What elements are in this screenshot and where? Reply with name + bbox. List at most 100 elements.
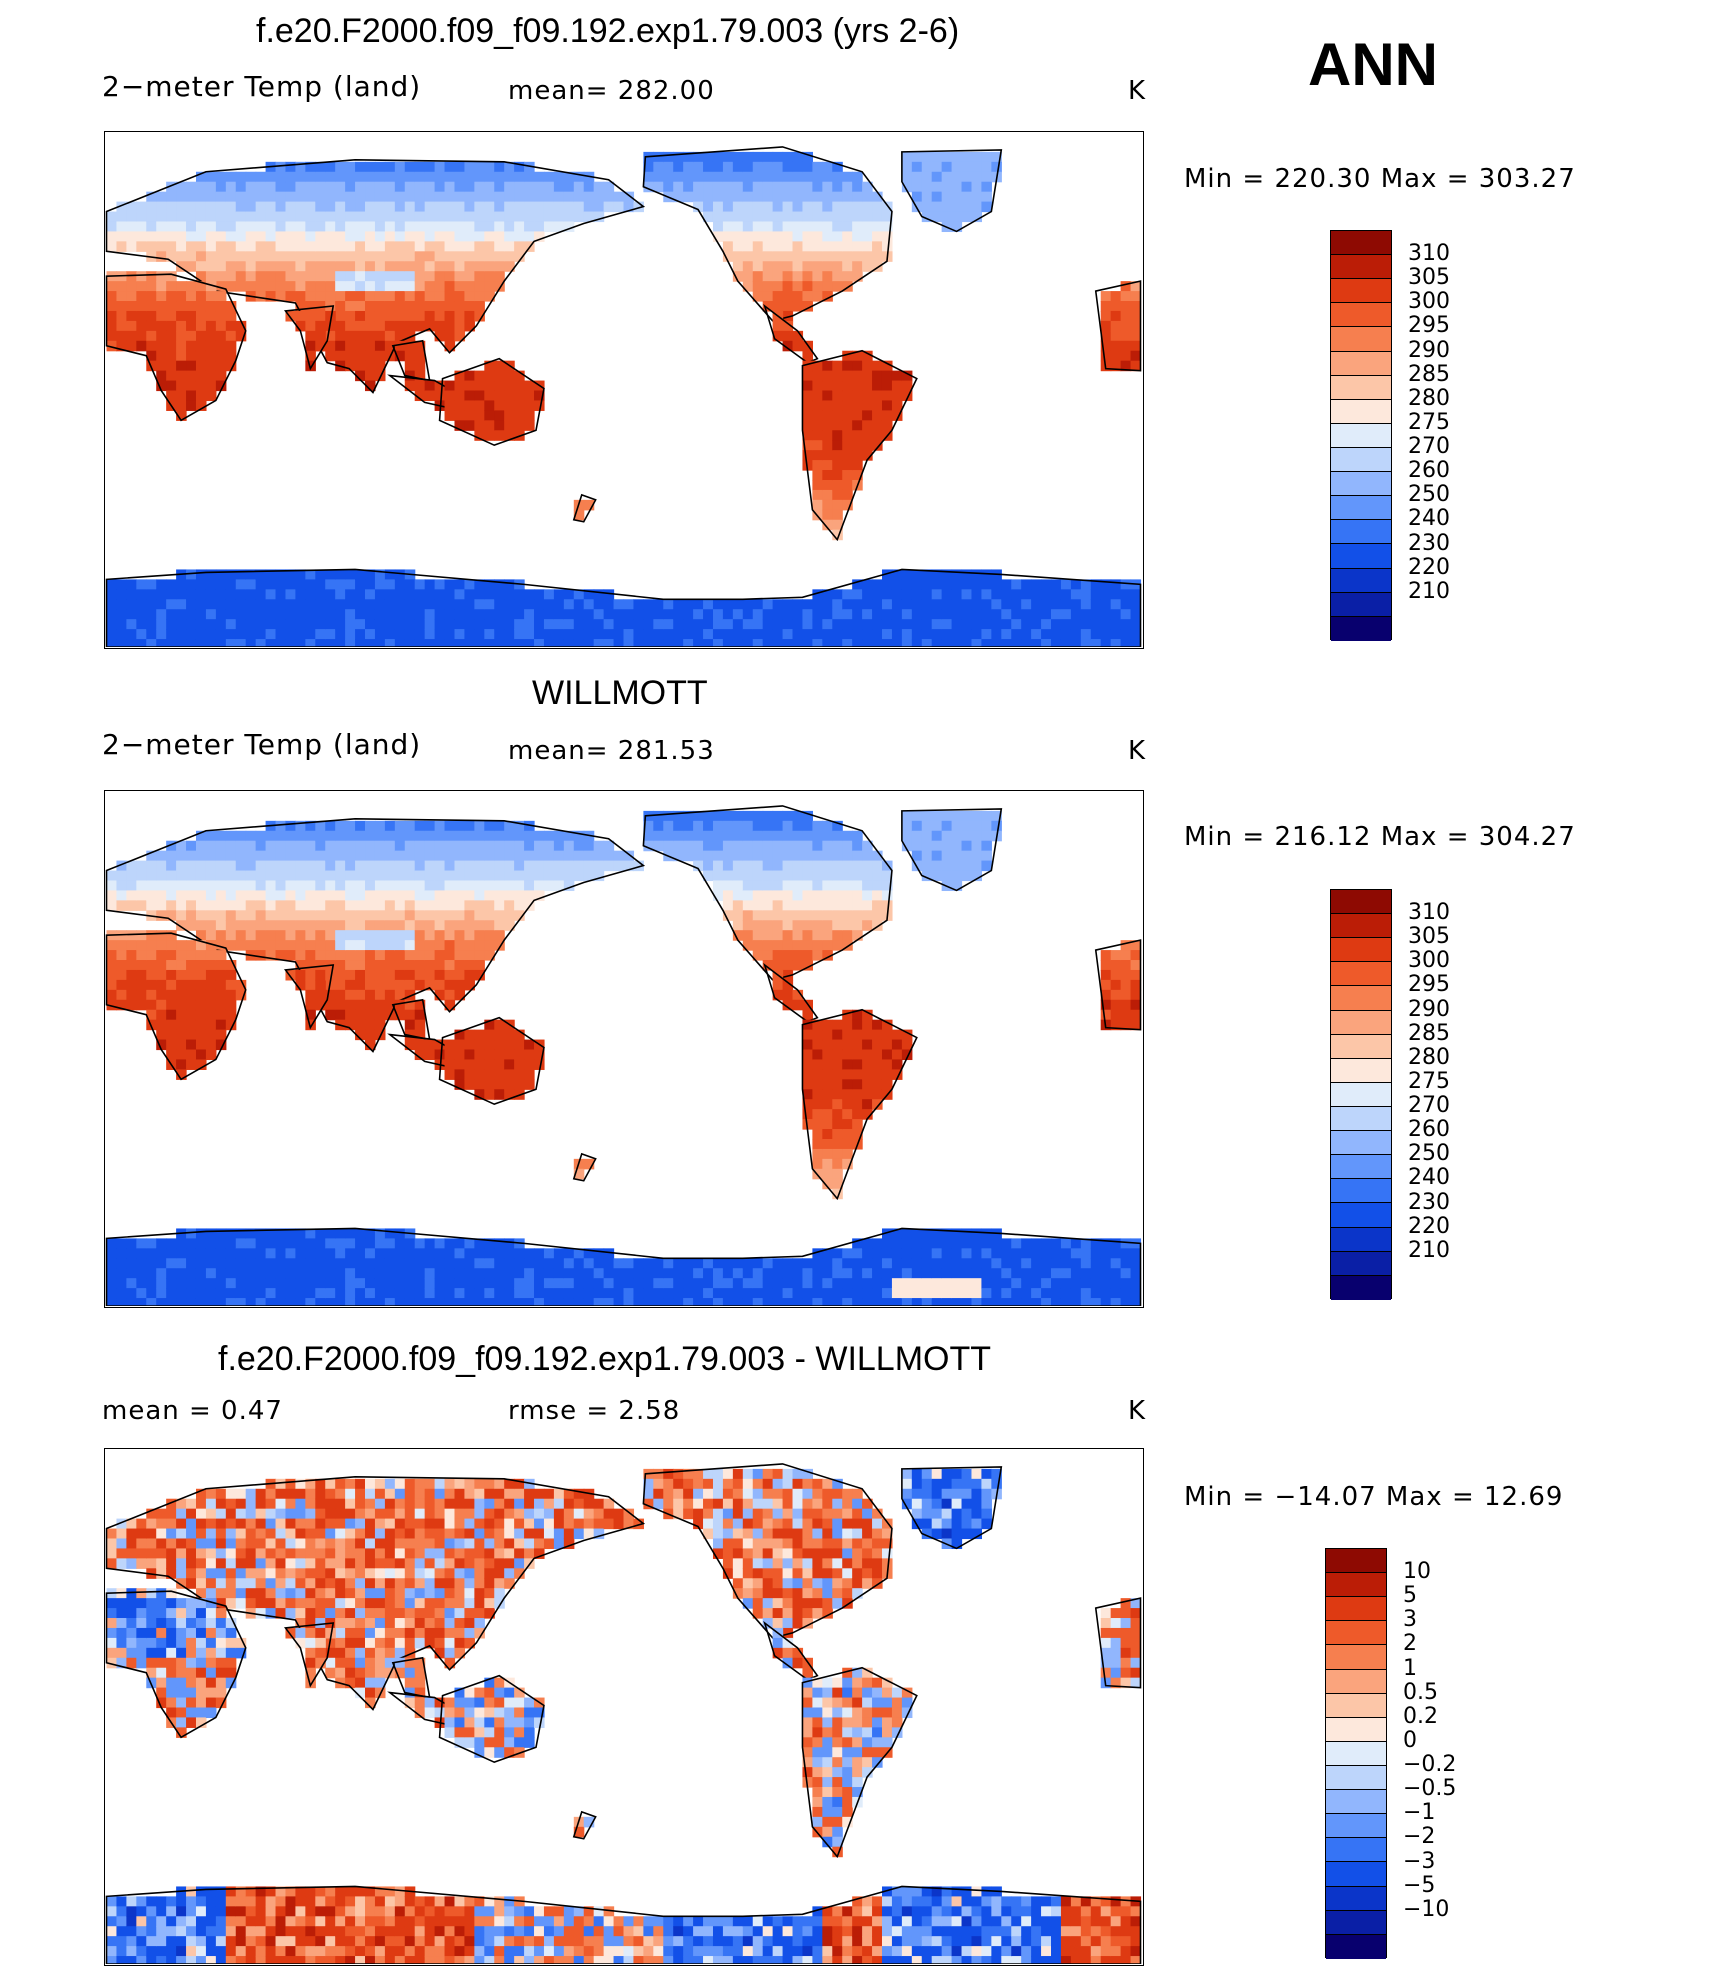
colorbar-swatch xyxy=(1326,1790,1386,1815)
coastline-antarctica xyxy=(105,568,1142,647)
colorbar-label: 305 xyxy=(1408,265,1450,291)
land-antarctica xyxy=(105,1227,1142,1306)
land-australia xyxy=(438,357,545,447)
colorbar-label: −10 xyxy=(1403,1896,1450,1922)
colorbar-swatch xyxy=(1331,327,1391,352)
coastline-namerica xyxy=(642,146,893,322)
land-eurasia xyxy=(105,1476,646,1711)
colorbar-swatch xyxy=(1326,1597,1386,1622)
panel-3-map-svg xyxy=(105,1463,1142,1964)
colorbar-label: 240 xyxy=(1408,1165,1450,1191)
coastline-australia xyxy=(438,357,545,447)
colorbar-label: 210 xyxy=(1408,578,1450,604)
coastline-india xyxy=(283,305,335,371)
colorbar-swatch xyxy=(1331,568,1391,593)
colorbar-label: 300 xyxy=(1408,948,1450,974)
coastline-eurasia xyxy=(105,159,646,394)
colorbar-label: 0.2 xyxy=(1403,1703,1438,1729)
colorbar-swatch xyxy=(1326,1838,1386,1863)
colorbar-swatch xyxy=(1326,1862,1386,1887)
panel-2-title: WILLMOTT xyxy=(532,674,708,712)
colorbar-swatch xyxy=(1326,1693,1386,1718)
land-samerica xyxy=(801,1666,918,1859)
land-greenland xyxy=(901,149,1003,233)
coastline-greenland xyxy=(901,808,1003,892)
colorbar-label: 0 xyxy=(1403,1727,1417,1753)
coastline-india xyxy=(283,964,335,1030)
land-africa xyxy=(105,930,247,1081)
colorbar-swatch xyxy=(1326,1669,1386,1694)
colorbar-label: 270 xyxy=(1408,1093,1450,1119)
coastline-africa xyxy=(105,1590,247,1739)
colorbar-label: 285 xyxy=(1408,361,1450,387)
coastline-westafrica xyxy=(1094,280,1142,372)
colorbar-label: 210 xyxy=(1408,1237,1450,1263)
land-westafrica xyxy=(1094,939,1142,1031)
coastline-namerica xyxy=(642,1463,893,1639)
panel-2-minmax: Min = 216.12 Max = 304.27 xyxy=(1184,822,1576,852)
colorbar-swatch xyxy=(1331,375,1391,400)
colorbar-label: 230 xyxy=(1408,530,1450,556)
colorbar-swatch xyxy=(1331,592,1391,617)
colorbar-label: 290 xyxy=(1408,337,1450,363)
colorbar-swatch xyxy=(1326,1765,1386,1791)
season-label: ANN xyxy=(1308,31,1438,98)
panel-1-map xyxy=(104,131,1144,649)
panel-2-map-svg xyxy=(105,805,1142,1306)
colorbar-swatch xyxy=(1331,1131,1391,1156)
land-namerica xyxy=(642,805,893,981)
panel-1-title: f.e20.F2000.f09_f09.192.exp1.79.003 (yrs… xyxy=(256,12,960,50)
panel-1-colorbar xyxy=(1330,230,1392,641)
land-samerica xyxy=(801,349,918,542)
colorbar-swatch xyxy=(1331,1155,1391,1180)
coastline-nz xyxy=(572,493,597,523)
colorbar-label: 280 xyxy=(1408,385,1450,411)
panel-3-units: K xyxy=(1128,1396,1147,1426)
land-westafrica xyxy=(1094,280,1142,372)
panel-3-mean: mean = 0.47 xyxy=(102,1396,283,1426)
colorbar-swatch xyxy=(1326,1573,1386,1598)
panel-3-rmse: rmse = 2.58 xyxy=(508,1396,681,1426)
colorbar-swatch xyxy=(1331,399,1391,424)
colorbar-swatch xyxy=(1326,1717,1386,1742)
colorbar-swatch xyxy=(1331,1106,1391,1132)
colorbar-swatch xyxy=(1331,890,1391,915)
colorbar-swatch xyxy=(1326,1814,1386,1839)
land-seasia xyxy=(391,339,431,382)
colorbar-label: 260 xyxy=(1408,458,1450,484)
colorbar-label: 230 xyxy=(1408,1189,1450,1215)
panel-1-units: K xyxy=(1128,76,1147,106)
land-greenland xyxy=(901,808,1003,892)
panel-3-map xyxy=(104,1448,1144,1966)
coastline-africa xyxy=(105,932,247,1081)
colorbar-label: −3 xyxy=(1403,1848,1436,1874)
land-india xyxy=(283,1622,336,1689)
land-eurasia xyxy=(105,818,646,1053)
colorbar-label: 1 xyxy=(1403,1655,1417,1681)
colorbar-label: −2 xyxy=(1403,1824,1436,1850)
colorbar-label: 310 xyxy=(1408,241,1450,267)
colorbar-swatch xyxy=(1331,472,1391,497)
colorbar-swatch xyxy=(1331,962,1391,987)
coastline-samerica xyxy=(801,349,918,542)
panel-2-mean: mean= 281.53 xyxy=(508,736,715,766)
colorbar-label: 295 xyxy=(1408,972,1450,998)
colorbar-label: −5 xyxy=(1403,1872,1436,1898)
panel-3-title: f.e20.F2000.f09_f09.192.exp1.79.003 - WI… xyxy=(218,1340,992,1378)
colorbar-label: 300 xyxy=(1408,289,1450,315)
colorbar-swatch xyxy=(1331,1227,1391,1252)
colorbar-swatch xyxy=(1331,914,1391,939)
colorbar-swatch xyxy=(1331,544,1391,569)
coastline-australia xyxy=(438,1674,545,1764)
colorbar-swatch xyxy=(1326,1934,1386,1959)
colorbar-swatch xyxy=(1331,1251,1391,1276)
land-westafrica xyxy=(1094,1597,1142,1689)
colorbar-swatch xyxy=(1331,303,1391,328)
coastline-westafrica xyxy=(1094,939,1142,1031)
colorbar-swatch xyxy=(1331,1058,1391,1083)
land-nz xyxy=(572,493,597,523)
panel-1-map-svg xyxy=(105,146,1142,647)
land-namerica xyxy=(642,1463,893,1639)
colorbar-label: 2 xyxy=(1403,1631,1417,1657)
panel-1-variable: 2−meter Temp (land) xyxy=(102,70,422,103)
